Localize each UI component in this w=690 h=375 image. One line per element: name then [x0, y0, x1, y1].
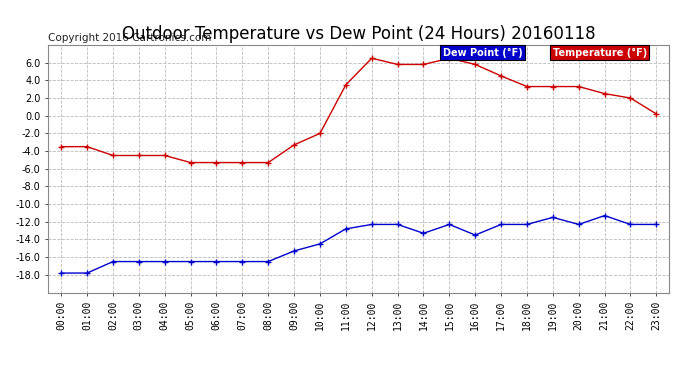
- Text: Copyright 2016 Cartronics.com: Copyright 2016 Cartronics.com: [48, 33, 212, 42]
- Text: Dew Point (°F): Dew Point (°F): [443, 48, 522, 57]
- Text: Temperature (°F): Temperature (°F): [553, 48, 647, 57]
- Title: Outdoor Temperature vs Dew Point (24 Hours) 20160118: Outdoor Temperature vs Dew Point (24 Hou…: [122, 26, 595, 44]
